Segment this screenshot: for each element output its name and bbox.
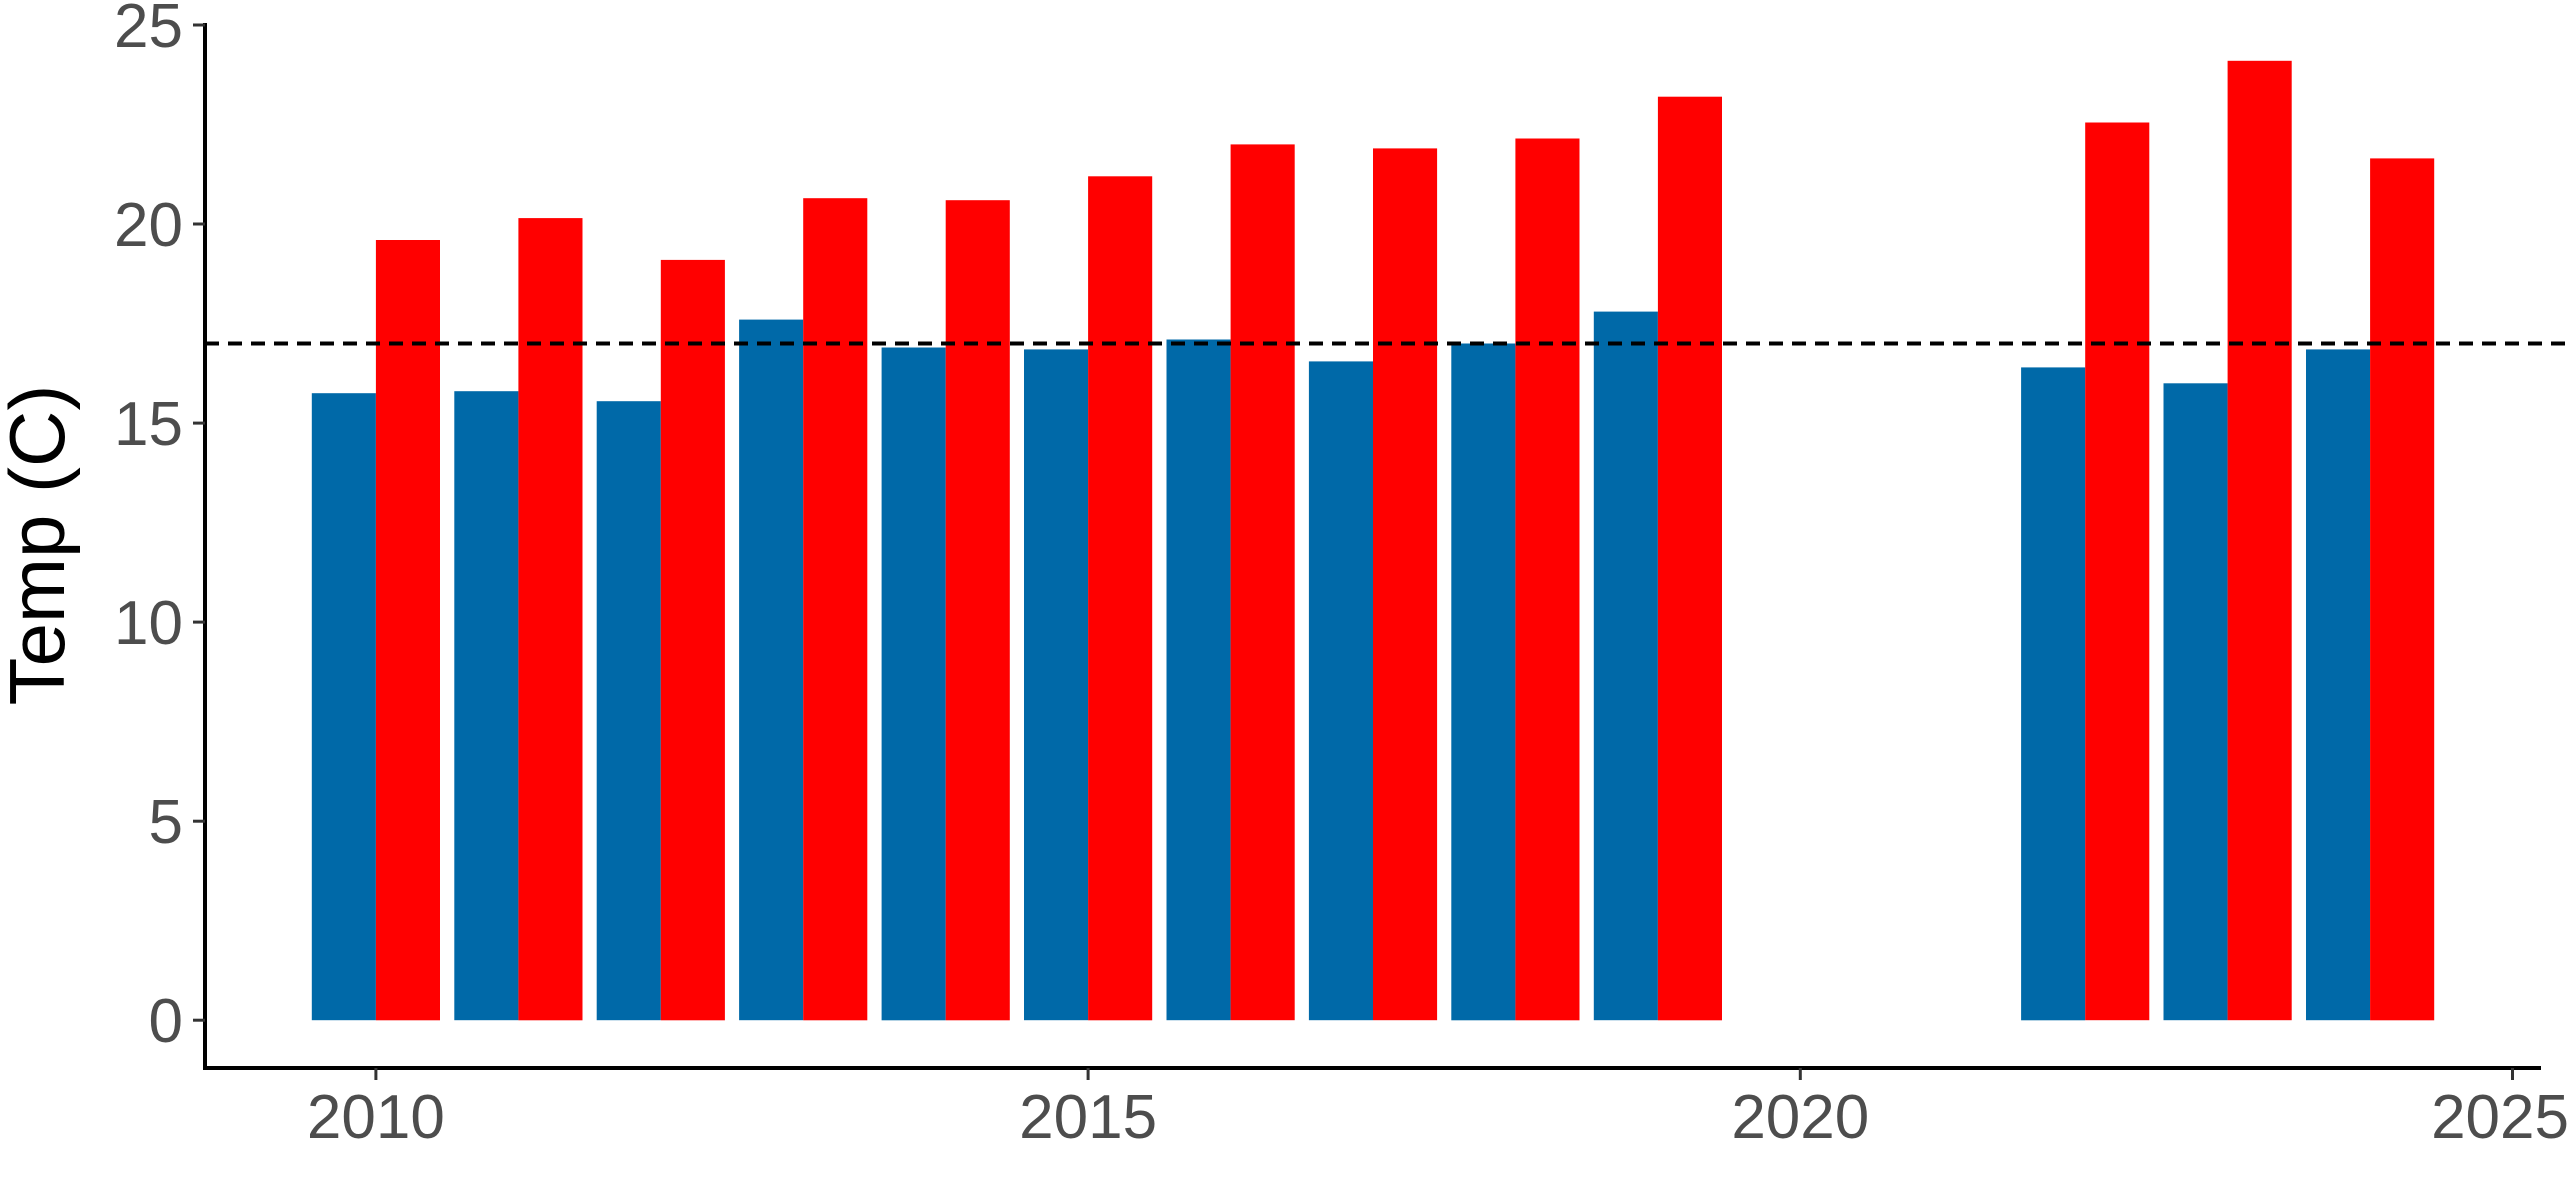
bar-series1-2014 (881, 347, 946, 1021)
bar-series1-2011 (454, 391, 519, 1021)
bar-series2-2013 (803, 198, 868, 1021)
axes-group (203, 23, 2541, 1070)
bar-series1-2022 (2021, 367, 2086, 1021)
bar-series2-2016 (1230, 144, 1295, 1021)
bar-series2-2014 (945, 200, 1010, 1021)
bars-group (311, 60, 2435, 1021)
bar-series2-2024 (2370, 158, 2435, 1021)
y-tick-label: 15 (114, 390, 183, 459)
y-tick-label: 10 (114, 589, 183, 658)
bar-series2-2023 (2227, 60, 2292, 1021)
x-tick-label: 2010 (307, 1083, 445, 1152)
y-tick-label: 25 (114, 0, 183, 61)
y-tick-label: 20 (114, 191, 183, 260)
x-ticks-group: 2010 2015 2020 2025 (307, 1068, 2569, 1152)
x-tick-label: 2025 (2431, 1083, 2569, 1152)
bar-series1-2018 (1451, 343, 1516, 1021)
bar-series1-2016 (1166, 339, 1231, 1021)
bar-series2-2018 (1515, 138, 1580, 1021)
bar-series1-2010 (311, 393, 376, 1021)
y-axis-title: Temp (C) (0, 385, 81, 706)
bar-series2-2010 (375, 240, 440, 1021)
y-ticks-group: 0 5 10 15 20 25 (114, 0, 205, 1056)
y-tick-label: 0 (149, 987, 183, 1056)
x-tick-label: 2020 (1731, 1083, 1869, 1152)
x-tick-label: 2015 (1019, 1083, 1157, 1152)
bar-series1-2023 (2163, 383, 2228, 1021)
bar-series2-2022 (2085, 122, 2150, 1021)
bar-series2-2011 (518, 218, 583, 1021)
bar-series1-2024 (2306, 349, 2371, 1021)
bar-series1-2012 (596, 401, 661, 1021)
bar-series1-2019 (1593, 311, 1658, 1021)
bar-series2-2015 (1088, 176, 1153, 1021)
bar-series1-2017 (1308, 361, 1373, 1021)
bar-series2-2012 (660, 259, 725, 1021)
bar-series1-2013 (739, 319, 804, 1021)
y-tick-label: 5 (149, 788, 183, 857)
bar-series2-2019 (1657, 96, 1722, 1021)
bar-series1-2015 (1024, 349, 1089, 1021)
bar-series2-2017 (1373, 148, 1438, 1021)
